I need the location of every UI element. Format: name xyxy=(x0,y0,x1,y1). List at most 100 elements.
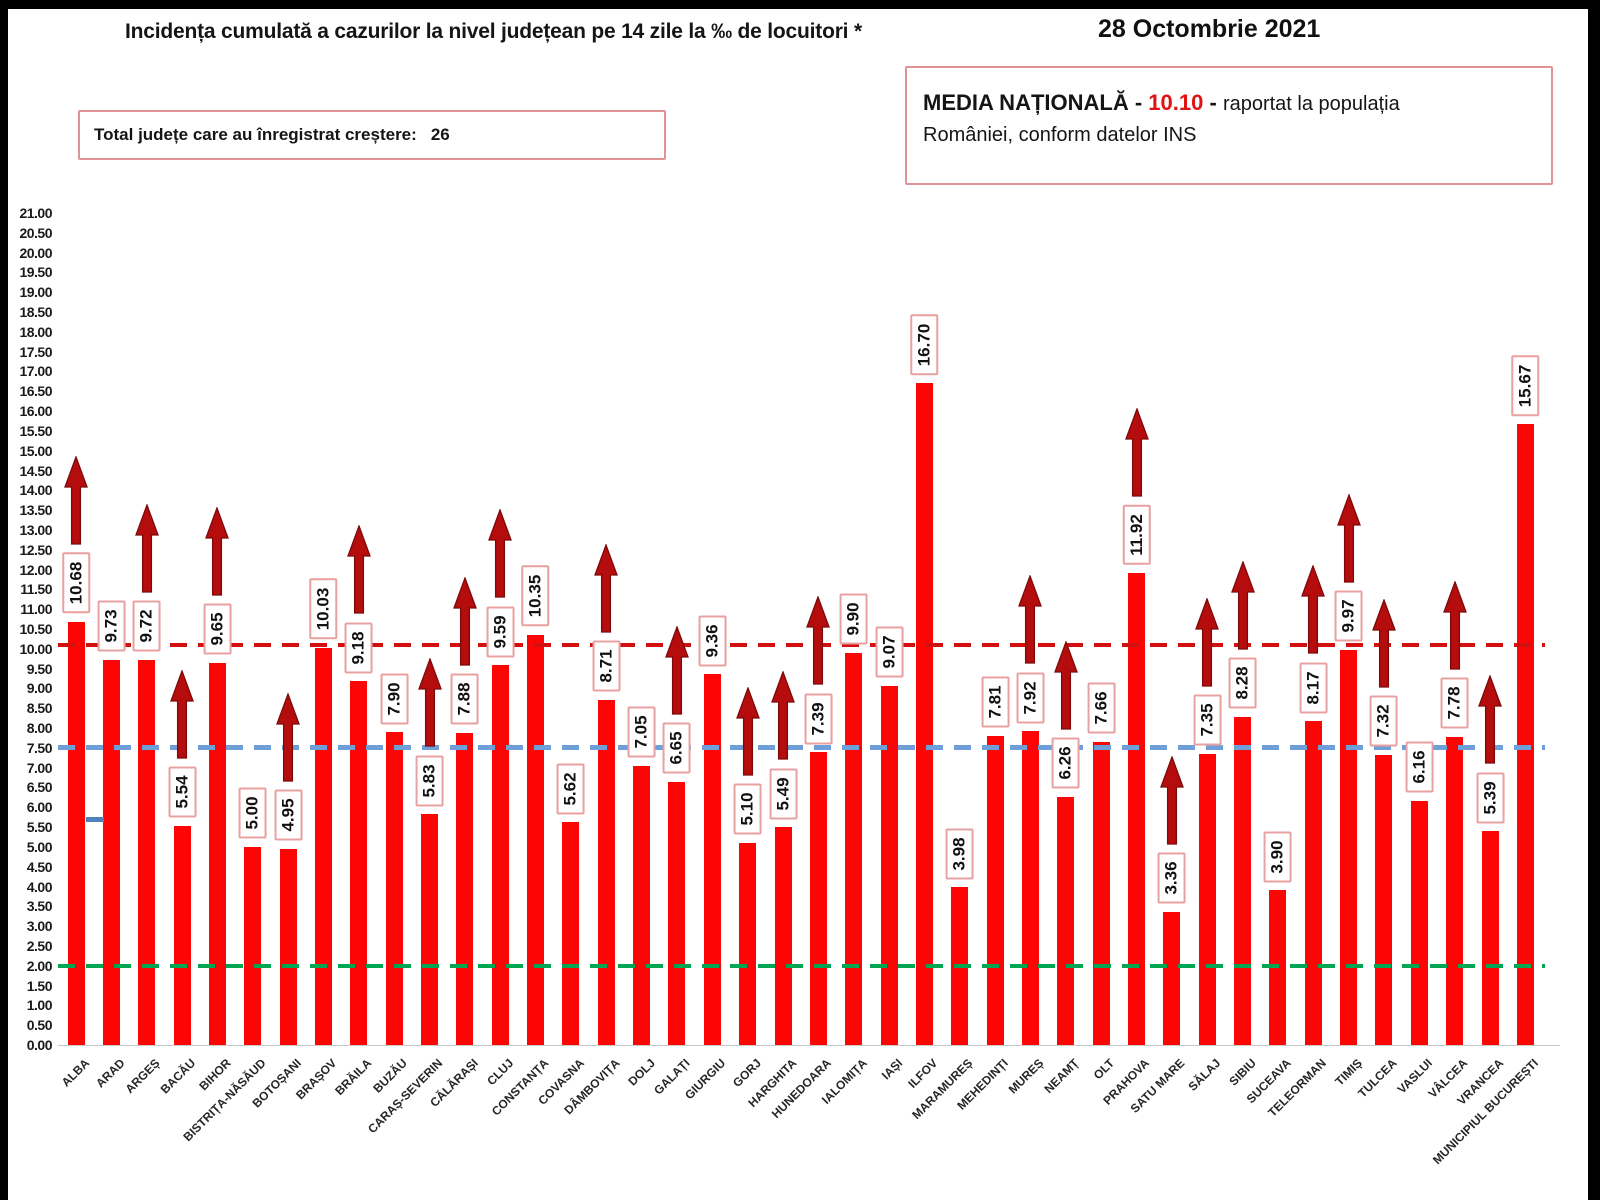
bar-value-label: 9.07 xyxy=(875,626,904,678)
y-axis-tick-label: 4.00 xyxy=(26,878,53,895)
bar-value-label: 4.95 xyxy=(274,789,303,841)
x-axis-label: NEAMȚ xyxy=(1041,1056,1082,1097)
bar-value-label: 9.59 xyxy=(486,606,515,658)
bar-cara-severin xyxy=(421,814,438,1045)
y-axis-tick-label: 12.50 xyxy=(19,541,52,558)
x-axis-label: CLUJ xyxy=(484,1056,517,1089)
y-axis-tick-label: 6.00 xyxy=(26,799,53,816)
increase-arrow xyxy=(452,575,477,671)
bar-value-label: 7.66 xyxy=(1087,682,1116,734)
bar-vrancea xyxy=(1481,831,1499,1045)
bar-value-label: 9.65 xyxy=(203,603,232,655)
y-axis-tick-label: 13.00 xyxy=(19,521,52,538)
x-axis-line xyxy=(58,1045,1560,1046)
y-axis-tick-label: 14.00 xyxy=(19,482,52,499)
bar-value-label: 3.90 xyxy=(1263,831,1292,883)
bar-value-label: 8.17 xyxy=(1299,662,1328,714)
y-axis-tick-label: 10.50 xyxy=(19,621,52,637)
bar-bac-u xyxy=(173,825,191,1045)
increase-arrow xyxy=(1478,674,1502,769)
national-average-line2: României, conform datelor INS xyxy=(923,124,1197,146)
bar-value-label: 7.39 xyxy=(804,693,833,745)
x-axis-label: DOLJ xyxy=(624,1056,658,1089)
bar-bihor xyxy=(208,662,226,1045)
national-average-label: MEDIA NAȚIONALĂ - xyxy=(923,90,1143,115)
x-axis-label: BACĂU xyxy=(157,1056,198,1097)
bar-value-label: 5.83 xyxy=(415,754,444,807)
bar-value-label: 7.88 xyxy=(450,673,479,725)
letterbox-top xyxy=(0,0,1600,9)
x-axis-label: SIBIU xyxy=(1225,1056,1259,1089)
bar-value-label: 9.90 xyxy=(839,593,868,645)
x-axis-label: OLT xyxy=(1090,1056,1118,1083)
blue-dash-marker xyxy=(86,817,104,822)
bar-value-label: 6.65 xyxy=(662,722,691,774)
bar-hunedoara xyxy=(809,752,827,1045)
increase-arrow xyxy=(1124,406,1149,502)
national-average-dash: - xyxy=(1209,90,1217,115)
bar-ia-i xyxy=(880,685,898,1045)
bar-value-label: 3.36 xyxy=(1157,852,1186,904)
y-axis-tick-label: 6.50 xyxy=(26,779,53,796)
bar-sibiu xyxy=(1234,716,1252,1045)
national-average-box: MEDIA NAȚIONALĂ - 10.10 - raportat la po… xyxy=(905,66,1553,185)
y-axis-tick-label: 2.00 xyxy=(26,957,53,974)
increase-arrow xyxy=(346,524,371,619)
bar-d-mbovi-a xyxy=(597,699,615,1045)
bar-harghita xyxy=(774,827,792,1045)
increase-arrow xyxy=(1159,754,1184,850)
increase-arrow xyxy=(417,657,442,752)
y-axis-tick-label: 19.50 xyxy=(19,264,52,281)
page-title: Incidența cumulată a cazurilor la nivel … xyxy=(125,20,862,43)
bar-s-laj xyxy=(1198,753,1216,1045)
y-axis-tick-label: 9.00 xyxy=(26,680,53,697)
bar-value-label: 5.49 xyxy=(769,768,798,820)
increase-arrow xyxy=(771,670,795,765)
y-axis-tick-label: 19.00 xyxy=(19,284,52,301)
y-axis-tick-label: 7.00 xyxy=(26,759,53,776)
bar-value-label: 8.28 xyxy=(1228,657,1257,709)
bar-neam- xyxy=(1057,796,1075,1045)
increase-arrow xyxy=(1195,596,1220,692)
bar-value-label: 7.92 xyxy=(1016,672,1045,724)
y-axis-tick-label: 16.50 xyxy=(19,383,52,400)
bar-vaslui xyxy=(1410,800,1428,1045)
bar-arge- xyxy=(138,659,156,1045)
bar-bistri-a-n-s-ud xyxy=(244,846,262,1045)
y-axis-tick-label: 18.00 xyxy=(19,323,52,340)
x-axis-label: MUREȘ xyxy=(1005,1056,1047,1097)
bar-value-label: 7.35 xyxy=(1193,694,1222,746)
y-axis-tick-label: 15.50 xyxy=(19,422,52,439)
summary-box-value: 26 xyxy=(430,125,450,144)
y-axis-tick-label: 21.00 xyxy=(19,205,52,221)
y-axis-tick-label: 1.00 xyxy=(26,997,53,1014)
y-axis-tick-label: 1.50 xyxy=(26,977,53,994)
increase-arrow xyxy=(276,691,301,787)
report-date: 28 Octombrie 2021 xyxy=(1098,15,1321,43)
increase-arrow xyxy=(1053,640,1078,735)
x-axis-label: ARGEȘ xyxy=(122,1056,163,1097)
bar-value-label: 10.03 xyxy=(309,578,338,640)
bar-covasna xyxy=(562,822,580,1045)
y-axis-tick-label: 15.00 xyxy=(19,442,52,459)
increase-arrow xyxy=(1372,598,1396,693)
increase-arrow xyxy=(1442,579,1467,675)
bar-value-label: 7.81 xyxy=(981,676,1010,728)
low-threshold-line xyxy=(58,964,1545,968)
bar-cluj xyxy=(491,665,509,1045)
mid-threshold-line xyxy=(58,745,1545,750)
bar-value-label: 7.90 xyxy=(380,672,409,725)
bar-value-label: 11.92 xyxy=(1122,504,1151,565)
x-axis-label: BRĂILA xyxy=(332,1056,375,1098)
increase-arrow xyxy=(806,595,831,690)
bar-value-label: 9.97 xyxy=(1334,590,1363,643)
y-axis-tick-label: 20.50 xyxy=(19,224,52,241)
bar-ialomi-a xyxy=(845,652,863,1045)
y-axis-tick-label: 0.00 xyxy=(26,1037,53,1053)
bar-municipiul-bucure-ti xyxy=(1516,424,1534,1045)
bar-value-label: 5.54 xyxy=(168,766,197,818)
y-axis-tick-label: 13.50 xyxy=(19,502,52,519)
bar-value-label: 8.71 xyxy=(592,640,621,692)
summary-box-label: Total județe care au înregistrat creșter… xyxy=(94,125,417,144)
x-axis-label: GORJ xyxy=(729,1056,764,1090)
